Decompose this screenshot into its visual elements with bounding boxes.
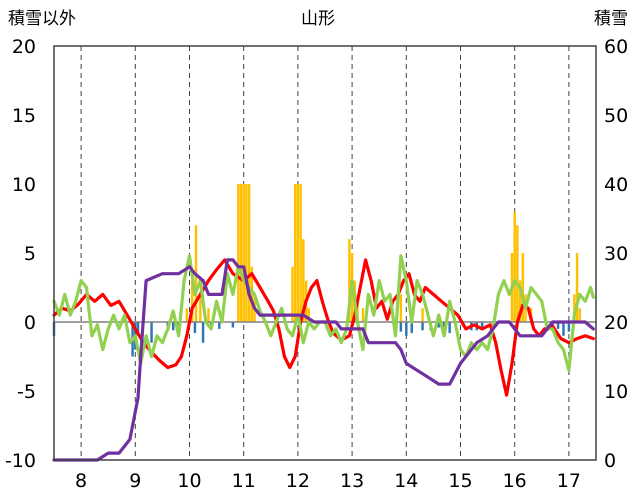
bar-mark bbox=[239, 184, 243, 322]
bar-mark bbox=[172, 322, 175, 331]
bar-mark bbox=[237, 184, 240, 322]
x-tick-label: 14 bbox=[394, 470, 418, 492]
bar-mark bbox=[193, 322, 197, 334]
bar-mark bbox=[516, 225, 519, 322]
right-tick-label: 60 bbox=[604, 36, 628, 58]
right-tick-label: 0 bbox=[604, 450, 616, 472]
series-line bbox=[52, 258, 595, 462]
bar-mark bbox=[448, 322, 451, 334]
bar-mark bbox=[578, 308, 581, 322]
bar-mark bbox=[421, 322, 424, 331]
left-tick-label: 15 bbox=[12, 105, 36, 127]
bar-mark bbox=[136, 322, 140, 336]
bar-mark bbox=[291, 266, 294, 322]
bar-mark bbox=[247, 184, 251, 322]
right-tick-label: 20 bbox=[604, 312, 628, 334]
bar-mark bbox=[201, 322, 205, 343]
bar-mark bbox=[567, 322, 571, 332]
bar-mark bbox=[410, 322, 413, 334]
bar-mark bbox=[575, 253, 579, 322]
right-axis-label: 積雪 bbox=[594, 9, 628, 29]
x-tick-label: 16 bbox=[503, 470, 527, 492]
left-tick-label: -10 bbox=[5, 450, 36, 472]
bar-mark bbox=[437, 322, 441, 328]
left-tick-label: -5 bbox=[17, 381, 36, 403]
bar-mark bbox=[307, 308, 310, 322]
chart-title: 山形 bbox=[301, 9, 335, 29]
x-tick-label: 10 bbox=[177, 470, 201, 492]
bar-mark bbox=[421, 308, 424, 322]
bar-mark bbox=[480, 322, 484, 329]
x-tick-label: 12 bbox=[286, 470, 310, 492]
bar-mark bbox=[207, 308, 210, 322]
bar-mark bbox=[573, 294, 576, 322]
left-tick-label: 5 bbox=[24, 243, 36, 265]
right-tick-label: 10 bbox=[604, 381, 628, 403]
left-tick-label: 0 bbox=[24, 312, 36, 334]
bar-mark bbox=[361, 308, 365, 322]
bar-mark bbox=[150, 322, 153, 343]
x-tick-label: 8 bbox=[75, 470, 87, 492]
bar-mark bbox=[190, 280, 194, 322]
plot-frame bbox=[53, 45, 597, 461]
bar-mark bbox=[185, 308, 189, 322]
bar-mark bbox=[250, 266, 254, 322]
x-tick-label: 13 bbox=[340, 470, 364, 492]
bar-mark bbox=[199, 294, 202, 322]
bar-mark bbox=[521, 253, 525, 322]
bar-mark bbox=[518, 280, 522, 322]
bar-mark bbox=[242, 184, 245, 322]
bar-mark bbox=[296, 184, 300, 322]
lines bbox=[52, 254, 595, 462]
x-tick-label: 15 bbox=[448, 470, 472, 492]
bar-mark bbox=[348, 239, 351, 322]
x-tick-label: 17 bbox=[557, 470, 581, 492]
bar-mark bbox=[562, 322, 565, 336]
bar-mark bbox=[302, 239, 305, 322]
bar-mark bbox=[513, 211, 516, 322]
bar-mark bbox=[245, 184, 248, 322]
right-tick-label: 50 bbox=[604, 105, 628, 127]
left-tick-label: 20 bbox=[12, 36, 36, 58]
bar-mark bbox=[293, 184, 297, 322]
left-tick-label: 10 bbox=[12, 174, 36, 196]
right-tick-label: 40 bbox=[604, 174, 628, 196]
bar-mark bbox=[231, 322, 235, 328]
bar-mark bbox=[218, 322, 221, 329]
bar-mark bbox=[405, 322, 408, 336]
bar-mark bbox=[399, 322, 403, 332]
bar-mark bbox=[399, 294, 403, 322]
left-axis-label: 積雪以外 bbox=[8, 9, 76, 29]
bars bbox=[52, 184, 581, 357]
bar-mark bbox=[556, 322, 560, 329]
bar-mark bbox=[299, 184, 302, 322]
grid bbox=[80, 46, 570, 460]
x-tick-label: 9 bbox=[129, 470, 141, 492]
x-tick-label: 11 bbox=[232, 470, 256, 492]
right-tick-label: 30 bbox=[604, 243, 628, 265]
